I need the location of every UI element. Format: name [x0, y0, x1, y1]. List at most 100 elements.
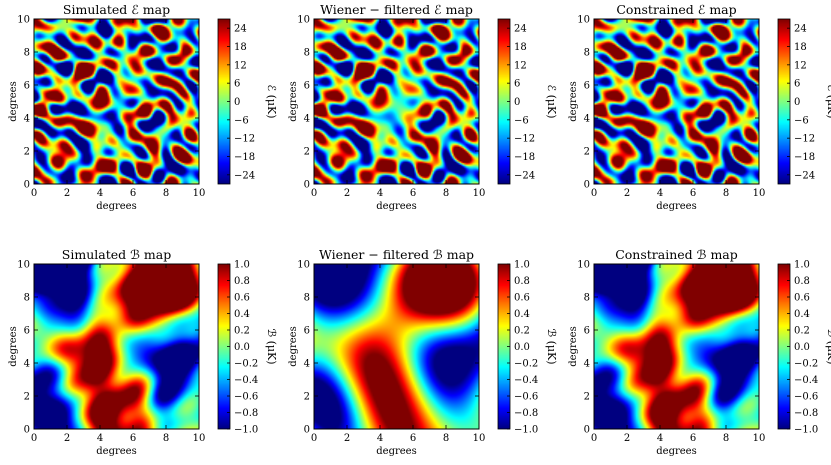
- x-axis-label: degrees: [376, 201, 416, 212]
- colorbar-tick-label: 24: [794, 24, 807, 35]
- panel-title: Simulated ℰ map: [63, 2, 170, 17]
- y-tick-label: 2: [584, 147, 590, 158]
- colorbar-tick-label: 1.0: [514, 260, 530, 271]
- x-tick-label: 4: [657, 433, 663, 444]
- y-tick-label: 4: [304, 359, 310, 370]
- colorbar-tick-label: 6: [234, 79, 240, 90]
- colorbar: [778, 19, 790, 184]
- x-tick-label: 8: [443, 433, 449, 444]
- panel-title: Wiener − filtered ℰ map: [320, 2, 473, 17]
- x-tick-label: 0: [591, 188, 597, 199]
- colorbar-tick-label: 0.0: [794, 342, 810, 353]
- y-axis-label: degrees: [568, 326, 579, 366]
- colorbar-tick-label: −0.6: [794, 392, 818, 403]
- y-tick-label: 0: [304, 425, 310, 436]
- colorbar-tick-label: 0.6: [234, 293, 250, 304]
- x-tick-label: 8: [723, 188, 729, 199]
- x-tick-label: 8: [723, 433, 729, 444]
- colorbar-tick-label: −24: [234, 170, 255, 181]
- x-tick-label: 8: [163, 188, 169, 199]
- x-tick-label: 10: [473, 188, 486, 199]
- y-tick-label: 2: [304, 392, 310, 403]
- y-tick-label: 0: [584, 180, 590, 191]
- x-tick-label: 10: [193, 433, 206, 444]
- heatmap-image: [314, 19, 479, 184]
- x-axis-label: degrees: [96, 201, 136, 212]
- colorbar-tick-label: 0.2: [794, 326, 810, 337]
- colorbar-tick-label: −18: [514, 152, 535, 163]
- colorbar-tick-label: −12: [234, 134, 255, 145]
- x-tick-label: 0: [311, 433, 317, 444]
- colorbar-tick-label: −24: [794, 170, 815, 181]
- colorbar-tick-label: 12: [514, 60, 527, 71]
- colorbar-tick-label: −12: [514, 134, 535, 145]
- x-tick-label: 2: [344, 188, 350, 199]
- y-tick-label: 2: [24, 147, 30, 158]
- y-tick-label: 8: [304, 293, 310, 304]
- y-tick-label: 4: [584, 114, 590, 125]
- colorbar-unit-label: ℬ (μK): [545, 328, 558, 364]
- y-tick-label: 6: [304, 326, 310, 337]
- colorbar-tick-label: −0.4: [514, 375, 538, 386]
- colorbar-tick-label: −1.0: [234, 425, 258, 436]
- colorbar-tick-label: −18: [234, 152, 255, 163]
- y-tick-label: 2: [24, 392, 30, 403]
- colorbar-tick-label: 0.4: [514, 309, 530, 320]
- heatmap-image: [314, 264, 479, 429]
- x-tick-label: 10: [753, 433, 766, 444]
- x-tick-label: 4: [657, 188, 663, 199]
- colorbar-unit-label: ℰ (μK): [825, 84, 831, 118]
- y-tick-label: 0: [24, 425, 30, 436]
- colorbar-tick-label: 0.2: [514, 326, 530, 337]
- y-tick-label: 10: [297, 260, 310, 271]
- colorbar-tick-label: 1.0: [234, 260, 250, 271]
- colorbar-tick-label: 0.0: [234, 342, 250, 353]
- colorbar-tick-label: 6: [514, 79, 520, 90]
- plot-frame: [593, 18, 760, 185]
- colorbar-tick-label: 18: [794, 42, 807, 53]
- x-axis-label: degrees: [376, 446, 416, 457]
- colorbar-tick-label: 12: [794, 60, 807, 71]
- x-tick-label: 4: [97, 188, 103, 199]
- y-tick-label: 0: [584, 425, 590, 436]
- y-tick-label: 2: [584, 392, 590, 403]
- colorbar-tick-label: −0.8: [794, 408, 818, 419]
- colorbar-tick-label: 0.8: [794, 276, 810, 287]
- y-tick-label: 6: [24, 326, 30, 337]
- colorbar-tick-label: 18: [234, 42, 247, 53]
- x-tick-label: 6: [690, 433, 696, 444]
- y-tick-label: 10: [577, 260, 590, 271]
- colorbar: [498, 19, 510, 184]
- y-tick-label: 4: [304, 114, 310, 125]
- y-tick-label: 10: [297, 15, 310, 26]
- chart-panel-6: Constrained ℬ map 0 2 4 6 8 10 0 2 4 6 8 10 degrees de…: [568, 247, 831, 457]
- x-tick-label: 2: [344, 433, 350, 444]
- colorbar-tick-label: 1.0: [794, 260, 810, 271]
- y-axis-label: degrees: [568, 81, 579, 121]
- colorbar-tick-label: 0.4: [234, 309, 250, 320]
- panel-title: Wiener − filtered ℬ map: [319, 247, 474, 262]
- heatmap-image: [34, 264, 199, 429]
- colorbar-tick-label: 0.8: [514, 276, 530, 287]
- y-tick-label: 8: [584, 48, 590, 59]
- y-tick-label: 2: [304, 147, 310, 158]
- colorbar-tick-label: 0.6: [514, 293, 530, 304]
- colorbar-tick-label: −1.0: [794, 425, 818, 436]
- plot-frame: [313, 18, 480, 185]
- x-tick-label: 6: [690, 188, 696, 199]
- chart-panel-5: Wiener − filtered ℬ map 0 2 4 6 8 10 0 2 4 6 8 10 deg…: [288, 247, 558, 457]
- x-tick-label: 10: [473, 433, 486, 444]
- y-tick-label: 0: [24, 180, 30, 191]
- y-tick-label: 6: [304, 81, 310, 92]
- colorbar-tick-label: −0.4: [234, 375, 258, 386]
- x-tick-label: 6: [130, 188, 136, 199]
- y-tick-label: 6: [584, 326, 590, 337]
- panel-title: Constrained ℬ map: [615, 247, 738, 262]
- colorbar-tick-label: 24: [234, 24, 247, 35]
- plot-frame: [593, 263, 760, 430]
- colorbar-tick-label: 0.2: [234, 326, 250, 337]
- x-tick-label: 4: [377, 188, 383, 199]
